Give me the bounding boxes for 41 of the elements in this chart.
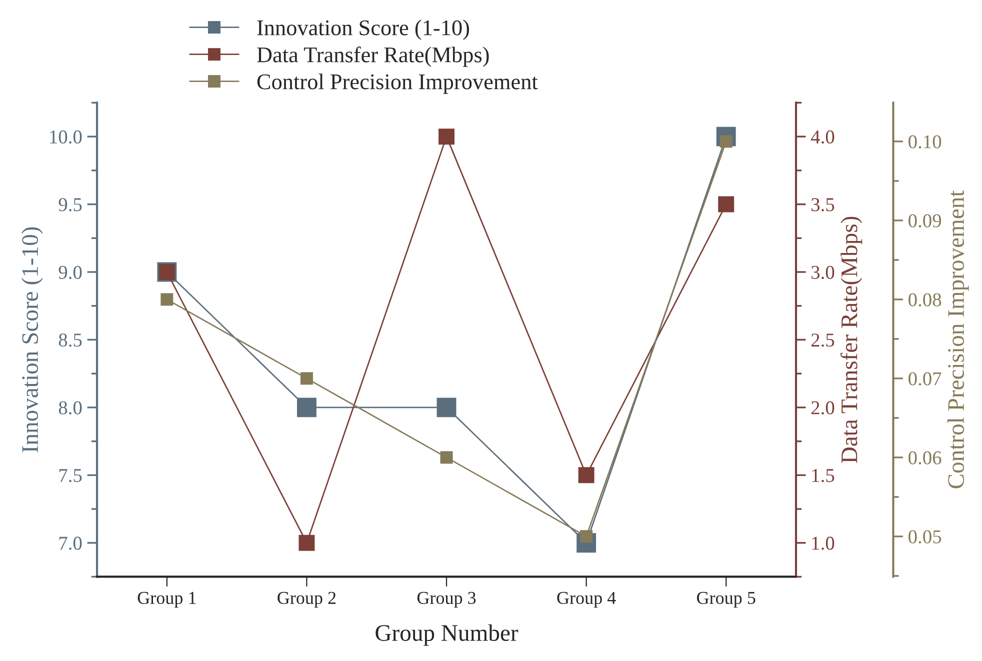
y2-tick-label: 3.5 — [812, 198, 834, 212]
y-tick-label: 7.5 — [59, 469, 82, 482]
legend-label: Innovation Score (1-10) — [257, 20, 469, 40]
y3-tick-label: 0.08 — [908, 293, 942, 306]
point — [298, 534, 315, 551]
x-tick-label: Group 4 — [557, 592, 616, 608]
y3-tick-label: 0.10 — [908, 135, 942, 148]
point — [300, 372, 313, 385]
y2-tick-label: 2.0 — [811, 401, 834, 414]
y3-tick-label: 0.06 — [908, 451, 942, 464]
y3-tick-label: 0.05 — [908, 530, 942, 544]
x-tick-label: Group 1 — [138, 592, 196, 608]
y-tick-label: 8.0 — [58, 401, 82, 414]
y3-tick-label: 0.09 — [908, 214, 942, 228]
y-tick-label: 10.0 — [50, 130, 82, 144]
point — [718, 196, 734, 212]
y3-axis-title: Control Precision Improvement — [947, 190, 969, 488]
y2-axis-title: Data Transfer Rate(Mbps) — [840, 216, 862, 463]
x-tick-label: Group 3 — [417, 592, 476, 608]
y-axis-title: Innovation Score (1-10) — [21, 227, 43, 452]
y2-tick-label: 1.0 — [812, 536, 834, 550]
x-tick-label: Group 2 — [278, 592, 336, 608]
point — [296, 398, 316, 418]
y2-tick-label: 1.5 — [812, 469, 834, 482]
point — [436, 398, 456, 418]
y-tick-label: 9.0 — [58, 266, 82, 280]
point — [440, 451, 453, 464]
y2-tick-label: 4.0 — [810, 130, 834, 144]
x-tick-label: Group 5 — [697, 592, 756, 608]
legend-label: Data Transfer Rate(Mbps) — [257, 46, 489, 67]
y-tick-label: 7.0 — [59, 536, 82, 550]
x-axis-title: Group Number — [376, 624, 518, 646]
y2-tick-label: 2.5 — [811, 334, 834, 347]
y-tick-label: 9.5 — [58, 198, 82, 212]
point — [438, 128, 454, 145]
y2-tick-label: 3.0 — [812, 266, 834, 280]
y3-tick-label: 0.07 — [908, 372, 942, 386]
legend-label: Control Precision Improvement — [257, 74, 538, 94]
y-tick-label: 8.5 — [58, 334, 82, 347]
point — [578, 467, 594, 484]
point — [160, 293, 174, 306]
